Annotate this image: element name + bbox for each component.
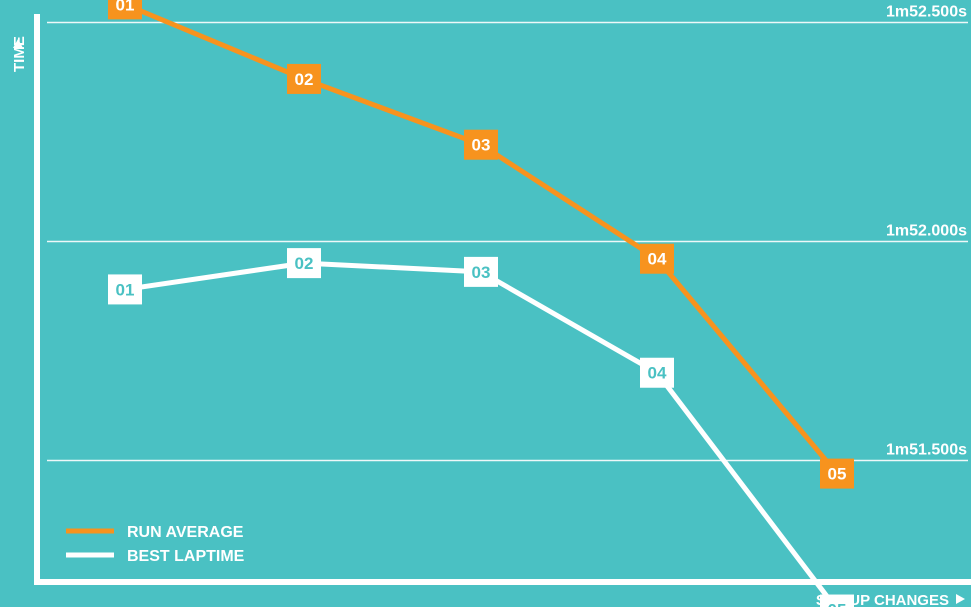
legend: RUN AVERAGE BEST LAPTIME: [66, 524, 245, 565]
gridlines: 1m52.500s 1m52.000s 1m51.500s: [47, 4, 968, 462]
point-label: 04: [648, 250, 667, 269]
y-axis-arrow-icon: [13, 39, 23, 48]
point-marker-best-laptime: [640, 357, 674, 388]
point-label: 02: [295, 70, 314, 89]
point-run-average: 02: [287, 63, 321, 94]
point-marker-run-average: [820, 458, 854, 489]
point-marker-best-laptime: [820, 594, 854, 607]
point-marker-run-average: [640, 243, 674, 274]
point-marker-best-laptime: [464, 256, 498, 287]
point-label: 02: [295, 254, 314, 273]
point-label: 05: [828, 465, 847, 484]
point-marker-best-laptime: [287, 248, 321, 279]
point-marker-run-average: [464, 129, 498, 160]
point-marker-run-average: [108, 0, 142, 20]
point-label: 03: [472, 136, 491, 155]
x-axis-arrow-icon: [956, 594, 965, 604]
point-best-laptime: 02: [287, 248, 321, 279]
gridline-label: 1m52.500s: [886, 4, 967, 21]
point-label: 04: [648, 364, 667, 383]
series: 01 02 03 04 05 01 02 03 04 05: [108, 0, 854, 607]
point-label: 01: [116, 280, 135, 299]
legend-label-run-average: RUN AVERAGE: [127, 524, 244, 541]
y-axis-label: TIME: [11, 36, 28, 72]
point-marker-best-laptime: [108, 274, 142, 305]
point-best-laptime: 01: [108, 274, 142, 305]
gridline-label: 1m51.500s: [886, 442, 967, 459]
point-label: 01: [116, 0, 135, 14]
legend-label-best-laptime: BEST LAPTIME: [127, 548, 245, 565]
point-label: 03: [472, 263, 491, 282]
point-run-average: 05: [820, 458, 854, 489]
gridline-label: 1m52.000s: [886, 223, 967, 240]
point-best-laptime: 04: [640, 357, 674, 388]
point-run-average: 03: [464, 129, 498, 160]
point-marker-run-average: [287, 63, 321, 94]
point-label: 05: [828, 601, 847, 607]
point-run-average: 04: [640, 243, 674, 274]
point-run-average: 01: [108, 0, 142, 20]
point-best-laptime: 05: [820, 594, 854, 607]
point-best-laptime: 03: [464, 256, 498, 287]
